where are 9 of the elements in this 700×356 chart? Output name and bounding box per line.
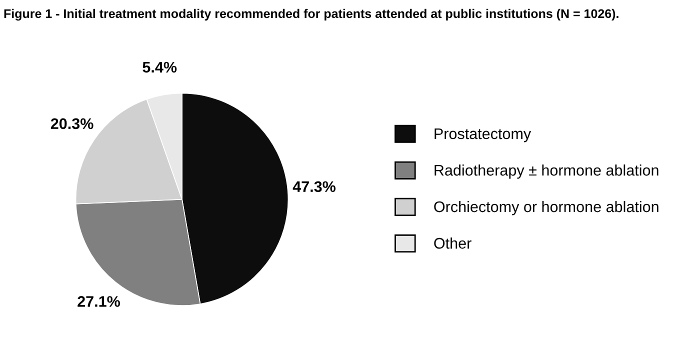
legend-label: Radiotherapy ± hormone ablation (434, 164, 658, 179)
data-label: 47.3% (292, 181, 336, 192)
data-label: 27.1% (78, 296, 120, 307)
legend-label: Prostatectomy (434, 128, 532, 142)
legend-label: Orchiectomy or hormone ablation (434, 200, 658, 216)
legend-label: Other (434, 237, 472, 249)
data-label: 5.4% (142, 62, 177, 73)
chart-title: Figure 1 - Initial treatment modality recommended for patients attended at public institutions (N = 1026). (4, 8, 618, 21)
data-label: 20.3% (50, 118, 94, 130)
